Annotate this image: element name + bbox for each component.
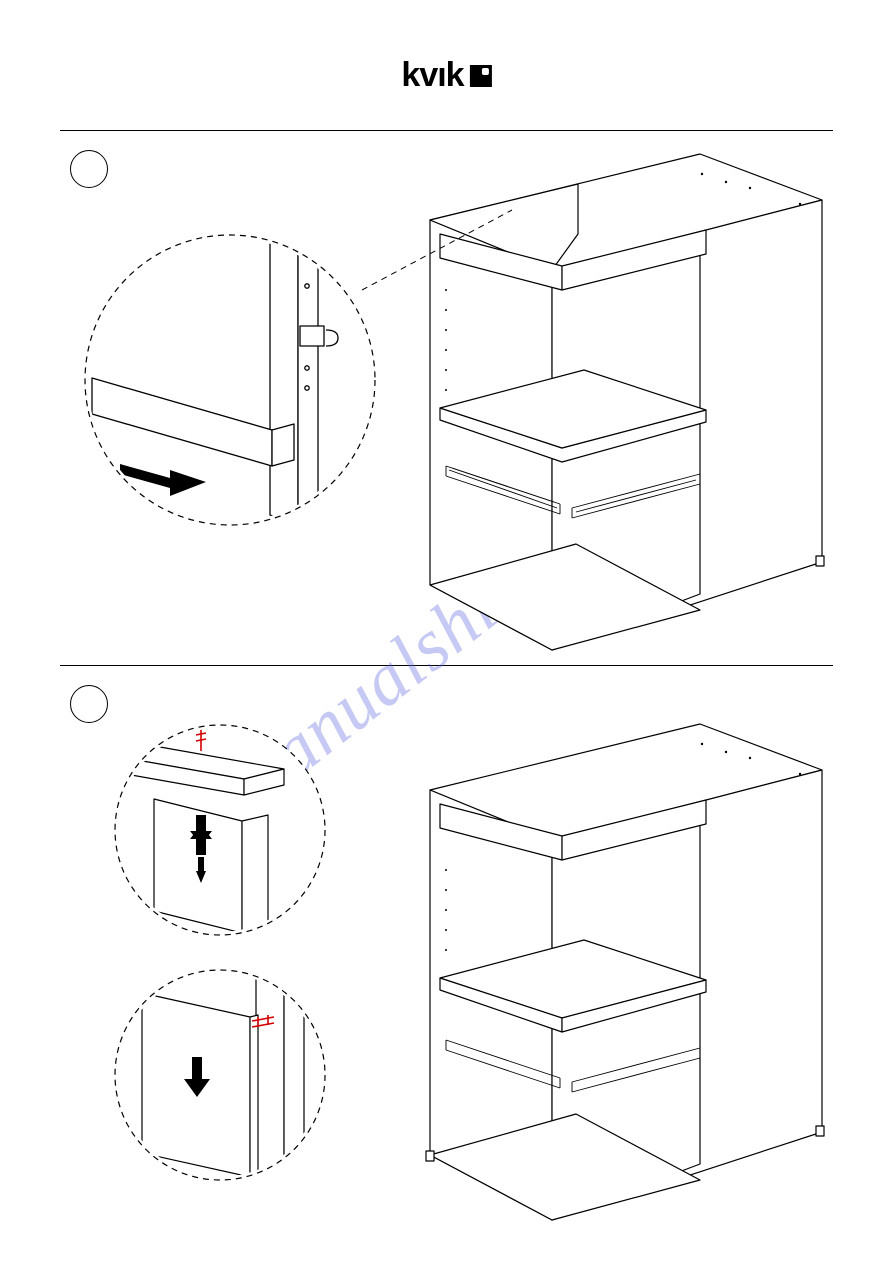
cabinet-main-2 <box>426 724 824 1220</box>
brand-name: kvık <box>401 56 463 95</box>
detail-circle-1 <box>85 235 375 525</box>
brand-logo: kvık <box>401 56 491 95</box>
brand-logo-icon <box>470 65 492 87</box>
step1-diagram <box>0 130 893 665</box>
step2-diagram <box>0 665 893 1235</box>
manual-page: kvık manualshive.com <box>0 0 893 1263</box>
cabinet-main-1 <box>430 154 824 650</box>
